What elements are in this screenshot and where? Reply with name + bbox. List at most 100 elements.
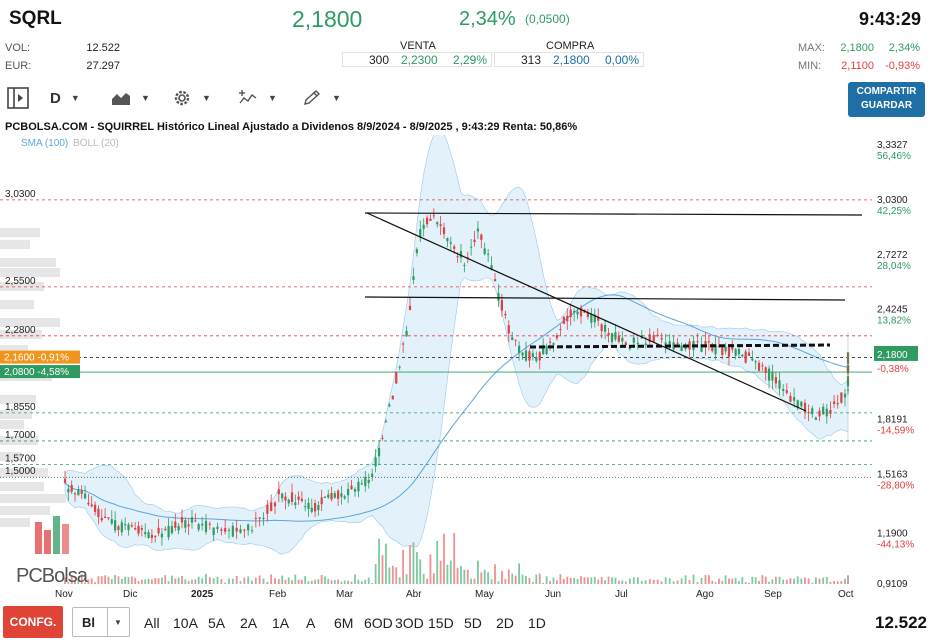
candle-body <box>552 343 555 345</box>
candle-body <box>757 362 761 371</box>
candle-body <box>266 504 269 514</box>
candle-body <box>829 410 832 414</box>
volume-bar <box>607 576 610 584</box>
candle-body <box>676 342 679 344</box>
volume-bar <box>171 575 173 584</box>
period-a[interactable]: A <box>306 615 316 631</box>
min-label: MIN: <box>798 60 822 72</box>
candle-body <box>807 412 810 414</box>
volume-bar <box>840 580 843 584</box>
period-5a[interactable]: 5A <box>208 615 226 631</box>
volume-bar <box>405 574 408 584</box>
volume-bar <box>514 575 517 584</box>
chart-type-dropdown[interactable]: ▼ <box>111 84 150 112</box>
period-5d[interactable]: 5D <box>464 615 482 631</box>
candle-body <box>364 477 367 487</box>
volume-bar <box>284 579 287 584</box>
candle-body <box>190 517 194 523</box>
period-1d[interactable]: 1D <box>528 615 546 631</box>
volume-bar <box>297 579 300 584</box>
period-6m[interactable]: 6M <box>334 615 354 631</box>
candle-body <box>668 341 671 348</box>
volume-bar <box>590 577 593 584</box>
price-chart[interactable]: 3,0300 2,5500 2,2800 2,1600 -0,91% 2,0800 -4… <box>0 135 939 603</box>
candle-body <box>337 490 340 499</box>
x-axis-label: Abr <box>406 589 422 600</box>
trendline <box>364 212 863 216</box>
candle-body <box>600 324 603 332</box>
candle-body <box>696 341 699 343</box>
period-2d[interactable]: 2D <box>496 615 514 631</box>
candle-body <box>77 489 80 496</box>
volume-bar <box>337 579 340 584</box>
volume-bar <box>483 569 486 584</box>
sma-legend[interactable]: SMA (100) <box>21 138 69 149</box>
venta-box: VENTA 300 2,2300 2,29% <box>342 38 492 70</box>
candle-body <box>528 351 531 361</box>
candle-body <box>243 529 246 531</box>
volume-bar <box>167 581 170 584</box>
candle-body <box>140 528 143 530</box>
volume-bar <box>419 559 422 584</box>
volume-bar <box>262 578 265 584</box>
candle-body <box>63 478 67 483</box>
candle-body <box>180 517 184 523</box>
max-price: 2,1800 <box>840 42 874 54</box>
drawing-dropdown[interactable]: ▼ <box>302 84 341 112</box>
axis-value: 2,7272 <box>877 250 908 261</box>
boll-legend[interactable]: BOLL (20) <box>73 138 119 149</box>
volume-profile-bar <box>0 318 60 327</box>
candle-body <box>660 337 663 340</box>
eur-label: EUR: <box>5 60 32 72</box>
indicators-dropdown[interactable]: ▼ <box>238 84 277 112</box>
share-save-button[interactable]: COMPARTIR GUARDAR <box>848 82 925 117</box>
volume-bar <box>731 578 734 584</box>
volume-bar <box>281 575 284 584</box>
period-dropdown[interactable]: D ▼ <box>50 84 80 112</box>
trendline <box>364 296 846 301</box>
candle-body <box>704 341 707 348</box>
volume-bar <box>511 573 514 584</box>
volume-bar <box>549 580 551 584</box>
volume-bar <box>137 581 140 584</box>
settings-dropdown[interactable]: ▼ <box>172 84 211 112</box>
candle-body <box>412 276 415 280</box>
compra-row: 313 2,1800 0,00% <box>494 52 644 67</box>
candle-body <box>644 343 647 346</box>
volume-bar <box>395 567 398 584</box>
period-6od[interactable]: 6OD <box>364 615 393 631</box>
x-axis-label: Dic <box>123 589 137 600</box>
candle-body <box>67 488 70 493</box>
period-10a[interactable]: 10A <box>173 615 198 631</box>
volume-bar <box>624 581 627 584</box>
candle-body <box>167 525 170 538</box>
volume-bar <box>343 580 346 584</box>
min-price: 2,1100 <box>841 60 874 72</box>
period-all[interactable]: All <box>144 615 160 631</box>
period-2a[interactable]: 2A <box>240 615 258 631</box>
volume-bar <box>191 579 193 584</box>
candle-body <box>555 335 559 339</box>
candle-body <box>197 524 200 530</box>
axis-value: 3,3327 <box>877 140 908 151</box>
candle-body <box>617 335 620 342</box>
indicator-legend: SMA (100) BOLL (20) <box>21 138 119 149</box>
x-axis-label: Nov <box>55 589 73 600</box>
period-3od[interactable]: 3OD <box>395 615 424 631</box>
volume-bar <box>789 578 792 584</box>
volume-profile-bar <box>0 268 60 277</box>
candle-body <box>493 279 497 282</box>
period-15d[interactable]: 15D <box>428 615 454 631</box>
axis-pct: 42,25% <box>877 206 911 217</box>
candle-body <box>391 396 394 400</box>
volume-bar <box>378 538 380 584</box>
candle-body <box>294 502 297 506</box>
period-1a[interactable]: 1A <box>272 615 290 631</box>
vol-label: VOL: <box>5 42 31 54</box>
volume-bar <box>402 549 405 584</box>
volume-bar <box>490 579 493 584</box>
candle-body <box>323 496 327 498</box>
config-button[interactable]: CONFG. <box>3 606 63 638</box>
sidebar-toggle-button[interactable] <box>6 84 30 112</box>
chart-mode-select[interactable]: Bl ▼ <box>72 607 130 637</box>
